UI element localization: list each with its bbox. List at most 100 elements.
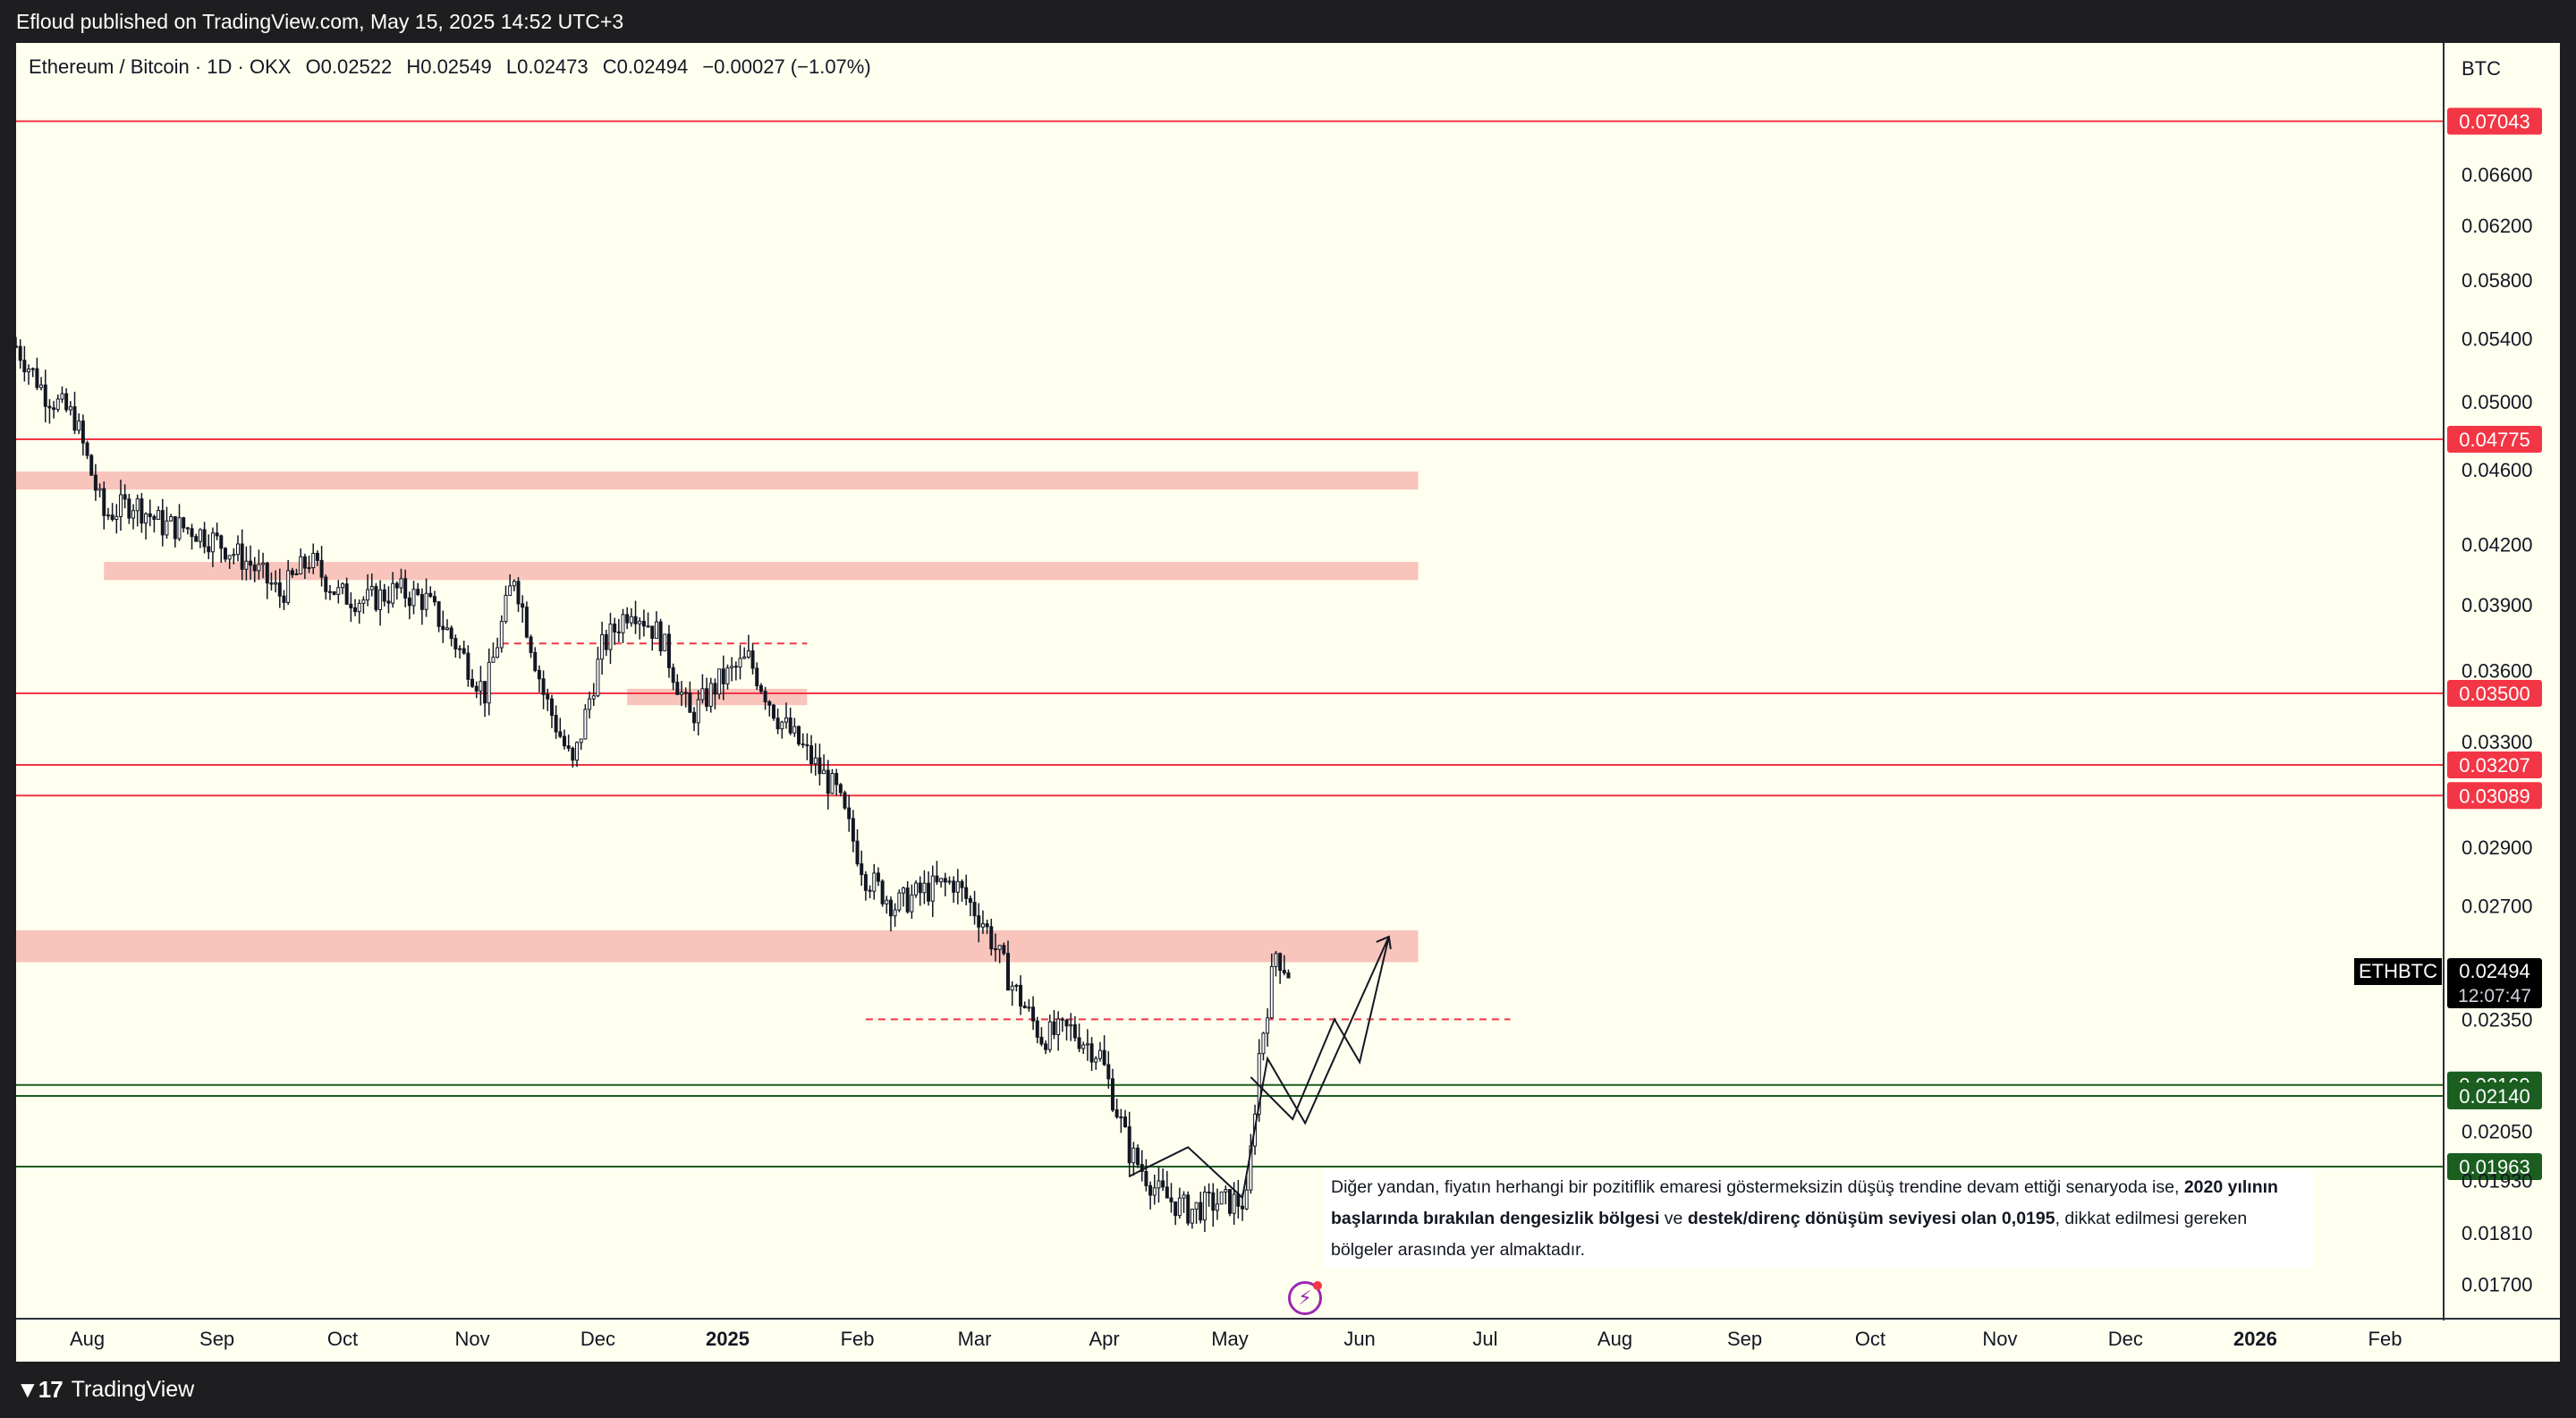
candle-body (554, 715, 558, 733)
level-tag-0 (2447, 107, 2542, 135)
candle-body (1148, 1184, 1153, 1196)
tradingview-logo[interactable]: ▼17 TradingView (16, 1376, 194, 1404)
zone-3 (16, 930, 1419, 963)
candle-body (118, 494, 123, 517)
x-tick-4: Dec (580, 1328, 615, 1350)
countdown-label: 12:07:47 (2458, 986, 2531, 1006)
candle-body (1232, 1193, 1236, 1214)
candle-body (671, 667, 675, 684)
candle-body (177, 517, 182, 539)
level-tag-label-6: 0.02140 (2459, 1085, 2530, 1108)
candle-body (746, 650, 750, 658)
lightning-icon[interactable]: ⚡ (1288, 1281, 1322, 1315)
candle-body (223, 548, 227, 560)
candle-body (394, 582, 399, 589)
candle-body (822, 769, 826, 775)
footer-bar: ▼17 TradingView (0, 1362, 2576, 1418)
candle-body (307, 566, 311, 569)
x-tick-5: 2025 (706, 1328, 750, 1350)
candle-body (1261, 1032, 1266, 1055)
x-tick-12: Aug (1597, 1328, 1632, 1350)
close-value: C0.02494 (602, 55, 689, 78)
candle-body (1194, 1201, 1199, 1210)
chart-frame[interactable] (16, 43, 2560, 1362)
x-tick-8: Apr (1089, 1328, 1119, 1350)
candle-body (508, 585, 513, 596)
level-tag-label-7: 0.01963 (2459, 1156, 2530, 1178)
y-tick-5: 0.04600 (2462, 459, 2533, 481)
candle-body (675, 682, 680, 695)
candle-body (985, 923, 989, 928)
candle-body (1081, 1044, 1086, 1049)
candle-body (261, 562, 266, 565)
candle-body (955, 880, 960, 893)
candle-body (336, 587, 341, 595)
candle-body (579, 738, 583, 743)
symbol-title: Ethereum / Bitcoin · 1D · OKX (29, 55, 292, 78)
candle-body (876, 872, 880, 882)
candle-body (700, 688, 705, 701)
candle-body (64, 393, 69, 411)
candle-body (1123, 1117, 1128, 1127)
candle-body (960, 880, 964, 888)
candle-body (1077, 1037, 1081, 1049)
high-value: H0.02549 (406, 55, 492, 78)
x-tick-1: Sep (199, 1328, 234, 1350)
y-tick-16: 0.01700 (2462, 1274, 2533, 1296)
candle-body (1039, 1036, 1044, 1045)
candle-body (947, 880, 952, 883)
candle-body (683, 692, 688, 694)
candle-body (89, 454, 94, 476)
candle-body (725, 667, 730, 684)
candle-body (830, 773, 835, 794)
candle-body (311, 552, 316, 568)
candle-body (1085, 1043, 1089, 1046)
candle-body (344, 583, 349, 605)
candle-body (571, 747, 575, 761)
candle-body (1161, 1180, 1165, 1188)
candle-body (529, 636, 533, 653)
candle-body (182, 517, 186, 529)
candle-body (106, 514, 110, 517)
candle-body (838, 784, 843, 794)
candle-body (190, 528, 194, 538)
level-tag-2 (2447, 680, 2542, 708)
candle-body (487, 661, 491, 704)
candle-body (466, 652, 470, 680)
candle-body (35, 368, 39, 388)
y-tick-9: 0.03300 (2462, 731, 2533, 753)
candle-body (1177, 1197, 1182, 1217)
candle-body (1022, 1006, 1027, 1008)
candle-body (479, 681, 483, 692)
y-tick-8: 0.03600 (2462, 659, 2533, 682)
candle-body (327, 590, 332, 593)
candle-body (666, 633, 671, 668)
candle-body (102, 488, 106, 516)
candle-body (1228, 1189, 1232, 1214)
candle-body (1174, 1201, 1178, 1217)
x-tick-15: Nov (1982, 1328, 2017, 1350)
candle-body (386, 600, 391, 604)
symbol-tag-label: ETHBTC (2359, 960, 2437, 982)
candle-body (562, 735, 566, 747)
candle-body (1014, 984, 1019, 987)
candle-body (1286, 972, 1291, 979)
candle-body (302, 556, 307, 569)
level-tag-1 (2447, 425, 2542, 453)
level-tag-label-1: 0.04775 (2459, 429, 2530, 451)
candle-body (952, 880, 956, 893)
candle-body (152, 515, 157, 521)
candle-body (144, 513, 148, 524)
candle-body (366, 589, 370, 601)
candle-body (290, 570, 294, 575)
candle-body (236, 543, 241, 556)
candle-body (818, 757, 822, 775)
candle-body (972, 902, 977, 917)
annotation-note: Diğer yandan, fiyatın herhangi bir pozit… (1324, 1170, 2313, 1268)
candle-body (512, 581, 516, 587)
candle-body (18, 345, 22, 361)
candle-body (1027, 1006, 1031, 1009)
candle-body (851, 818, 855, 842)
low-value: L0.02473 (505, 55, 589, 78)
